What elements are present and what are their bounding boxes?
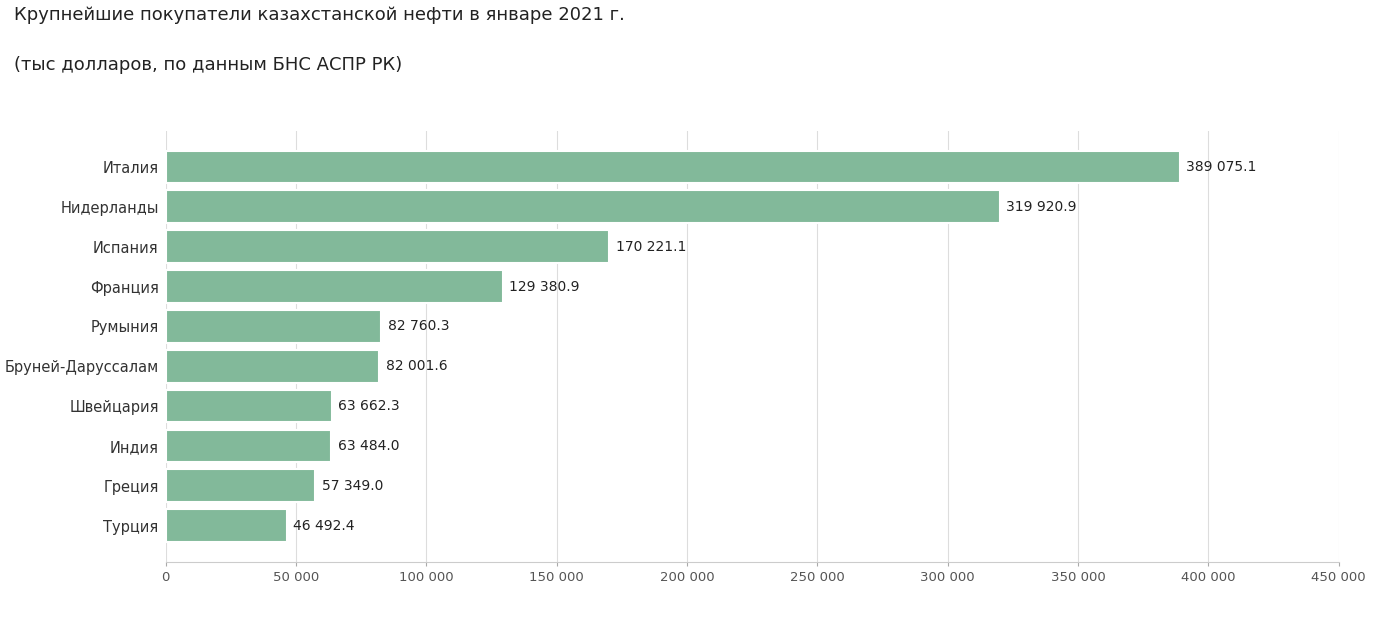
Text: 57 349.0: 57 349.0: [322, 479, 384, 493]
Bar: [166, 230, 610, 263]
Bar: [166, 430, 331, 462]
Text: 82 760.3: 82 760.3: [388, 319, 450, 333]
Bar: [166, 150, 1180, 183]
Text: 63 662.3: 63 662.3: [338, 399, 400, 413]
Text: 63 484.0: 63 484.0: [338, 439, 399, 453]
Text: 129 380.9: 129 380.9: [509, 280, 580, 293]
Text: 319 920.9: 319 920.9: [1006, 200, 1076, 214]
Text: (тыс долларов, по данным БНС АСПР РК): (тыс долларов, по данным БНС АСПР РК): [14, 56, 402, 74]
Bar: [166, 190, 999, 223]
Text: 389 075.1: 389 075.1: [1187, 160, 1257, 174]
Text: 82 001.6: 82 001.6: [386, 359, 447, 373]
Bar: [166, 310, 381, 343]
Bar: [166, 390, 331, 422]
Bar: [166, 350, 380, 383]
Text: 170 221.1: 170 221.1: [615, 240, 686, 254]
Text: 46 492.4: 46 492.4: [294, 519, 355, 533]
Bar: [166, 270, 502, 303]
Bar: [166, 469, 315, 502]
Bar: [166, 509, 287, 542]
Text: Крупнейшие покупатели казахстанской нефти в январе 2021 г.: Крупнейшие покупатели казахстанской нефт…: [14, 6, 625, 24]
